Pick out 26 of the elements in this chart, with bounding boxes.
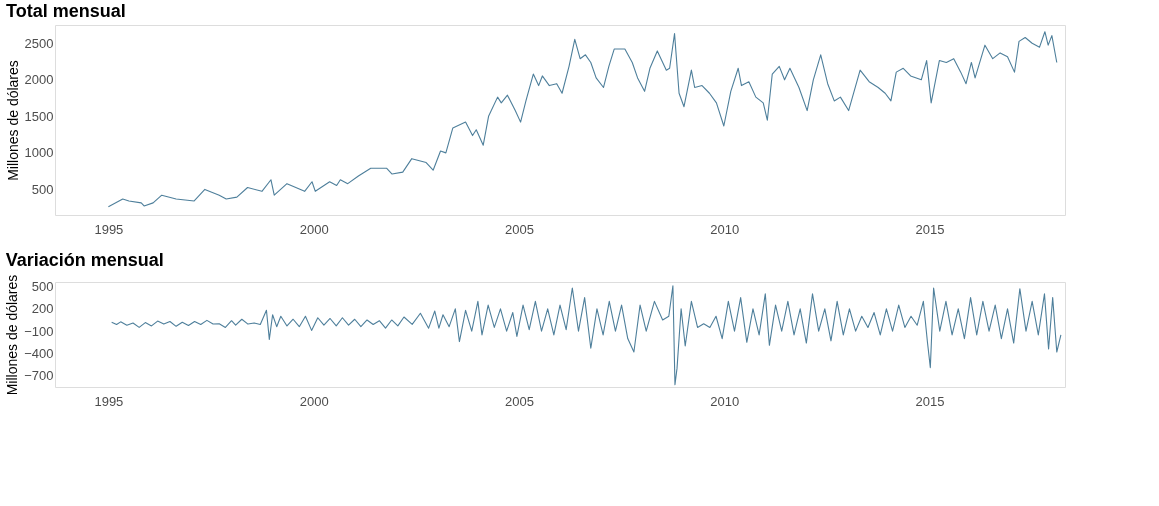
line-series	[111, 285, 1062, 386]
y-tick-label: −100	[24, 323, 54, 339]
x-tick-label: 2000	[299, 393, 329, 409]
y-axis-title: Millones de dólares	[4, 60, 21, 181]
x-tick-label: 2010	[710, 393, 740, 409]
y-axis-title: Millones de dólares	[4, 274, 21, 396]
x-tick-label: 1995	[94, 221, 124, 237]
line-series	[107, 31, 1058, 208]
x-tick-label: 2005	[504, 393, 534, 409]
y-tick-label: 500	[31, 278, 54, 294]
y-tick-label: −400	[24, 345, 54, 361]
y-tick-label: 2000	[24, 72, 54, 88]
x-tick-label: 2000	[299, 221, 329, 237]
y-tick-label: 200	[31, 301, 54, 317]
x-tick-label: 2015	[915, 221, 945, 237]
y-tick-label: 1000	[24, 145, 54, 161]
x-tick-label: 2010	[710, 221, 740, 237]
y-tick-label: 1500	[24, 108, 54, 124]
x-tick-label: 1995	[94, 393, 124, 409]
y-tick-label: −700	[24, 368, 54, 384]
chart-title: Total mensual	[6, 1, 126, 21]
chart-title: Variación mensual	[5, 250, 164, 271]
y-tick-label: 500	[31, 181, 54, 197]
y-tick-label: 2500	[24, 35, 54, 51]
x-tick-label: 2015	[915, 393, 945, 409]
x-tick-label: 2005	[504, 221, 534, 237]
